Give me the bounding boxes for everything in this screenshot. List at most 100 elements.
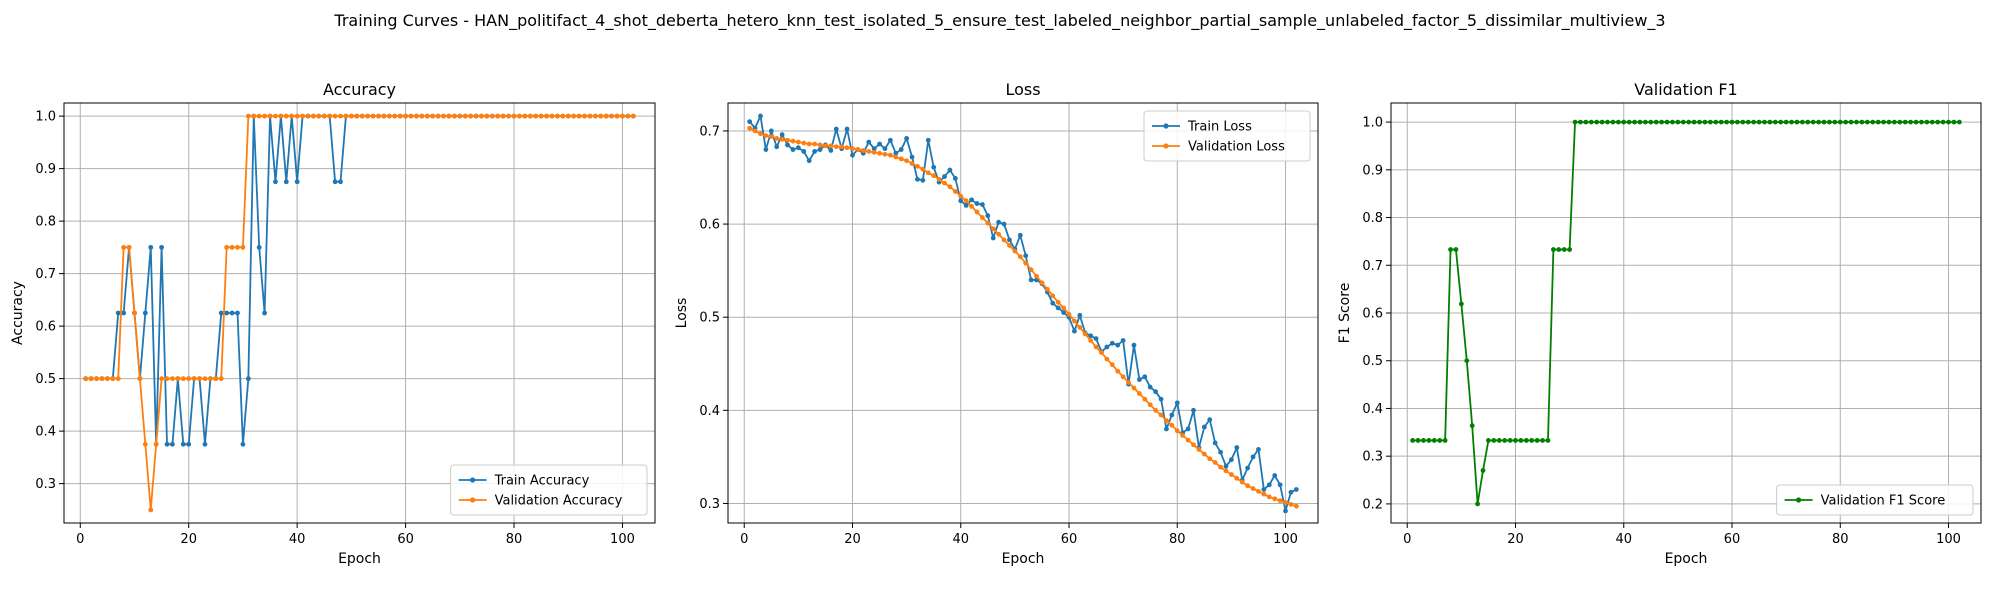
data-point	[1136, 377, 1142, 382]
data-point	[1946, 119, 1951, 125]
data-point	[1131, 385, 1137, 391]
accuracy-legend: Train Accuracy Validation Accuracy	[450, 464, 648, 516]
data-point	[99, 376, 105, 382]
data-point	[1789, 119, 1794, 125]
data-point	[262, 310, 268, 316]
data-point	[332, 179, 338, 185]
data-point	[779, 136, 785, 142]
y-tick-label: 0.5	[35, 372, 56, 387]
data-point	[235, 310, 240, 316]
data-point	[1191, 407, 1196, 413]
data-point	[1104, 356, 1110, 362]
series-line	[748, 115, 1297, 512]
data-point	[83, 376, 89, 382]
legend-swatch-marker	[470, 497, 476, 503]
data-point	[877, 141, 882, 147]
data-point	[218, 310, 224, 316]
data-point	[1072, 318, 1077, 324]
y-tick-label: 0.8	[1362, 211, 1383, 226]
data-point	[1707, 119, 1713, 125]
data-point	[1001, 237, 1007, 243]
data-point	[833, 126, 839, 132]
x-tick-label: 100	[610, 532, 635, 547]
data-point	[1464, 358, 1470, 364]
data-point	[871, 149, 877, 155]
data-point	[1196, 447, 1202, 452]
data-point	[1702, 119, 1708, 125]
data-point	[1956, 119, 1962, 125]
data-point	[343, 113, 349, 119]
data-point	[1697, 119, 1702, 125]
data-point	[1164, 426, 1169, 432]
loss-axes-frame	[727, 102, 1319, 524]
data-point	[207, 376, 213, 382]
data-point	[609, 113, 615, 119]
data-point	[1583, 119, 1589, 125]
data-point	[1794, 119, 1800, 125]
data-point	[1632, 119, 1637, 125]
y-tick-label: 0.4	[699, 404, 720, 419]
data-point	[1266, 482, 1272, 488]
data-point	[985, 220, 991, 226]
data-point	[1534, 438, 1540, 443]
data-point	[860, 148, 866, 153]
data-point	[94, 376, 99, 382]
data-point	[1191, 442, 1196, 448]
data-point	[915, 163, 920, 169]
data-point	[904, 135, 910, 141]
data-point	[1207, 417, 1213, 423]
data-point	[451, 113, 457, 119]
data-point	[1293, 487, 1299, 492]
data-point	[500, 113, 506, 119]
data-point	[1185, 437, 1191, 443]
data-point	[1799, 119, 1805, 125]
data-point	[1897, 119, 1903, 125]
data-point	[963, 203, 969, 208]
data-point	[774, 144, 780, 150]
data-point	[871, 146, 877, 152]
data-point	[904, 158, 910, 164]
legend-entry: Validation F1 Score	[1821, 494, 1946, 509]
data-point	[164, 376, 170, 382]
data-point	[1913, 119, 1919, 125]
series-train-loss	[747, 113, 1299, 514]
y-tick-label: 0.9	[1362, 163, 1383, 178]
y-tick-label: 0.5	[699, 311, 720, 326]
data-point	[925, 137, 931, 143]
data-point	[790, 138, 796, 144]
data-point	[251, 113, 257, 119]
data-point	[614, 113, 620, 119]
data-point	[806, 158, 812, 164]
data-point	[1180, 433, 1186, 438]
data-point	[747, 119, 753, 125]
data-point	[1153, 389, 1159, 395]
data-point	[768, 134, 774, 139]
data-point	[866, 149, 872, 154]
data-point	[1126, 379, 1131, 385]
data-point	[1556, 247, 1562, 252]
data-point	[538, 113, 544, 119]
x-tick-label: 0	[1403, 532, 1411, 547]
y-tick-label: 1.0	[1362, 116, 1383, 131]
data-point	[1293, 503, 1299, 509]
data-point	[1093, 344, 1099, 350]
x-tick-label: 80	[506, 532, 523, 547]
data-point	[1951, 119, 1957, 125]
data-point	[1028, 267, 1034, 273]
data-point	[1050, 300, 1056, 306]
data-point	[958, 193, 964, 199]
data-point	[920, 166, 926, 172]
data-point	[1277, 498, 1283, 504]
data-point	[1050, 293, 1056, 299]
data-point	[806, 141, 812, 147]
data-point	[817, 147, 823, 152]
data-point	[828, 148, 834, 153]
series-validation-loss	[747, 125, 1299, 509]
loss-grid	[728, 103, 1318, 523]
data-point	[506, 113, 512, 119]
data-point	[571, 113, 577, 119]
data-point	[191, 376, 197, 382]
data-point	[990, 235, 996, 241]
data-point	[1837, 119, 1843, 125]
data-point	[1164, 418, 1169, 423]
